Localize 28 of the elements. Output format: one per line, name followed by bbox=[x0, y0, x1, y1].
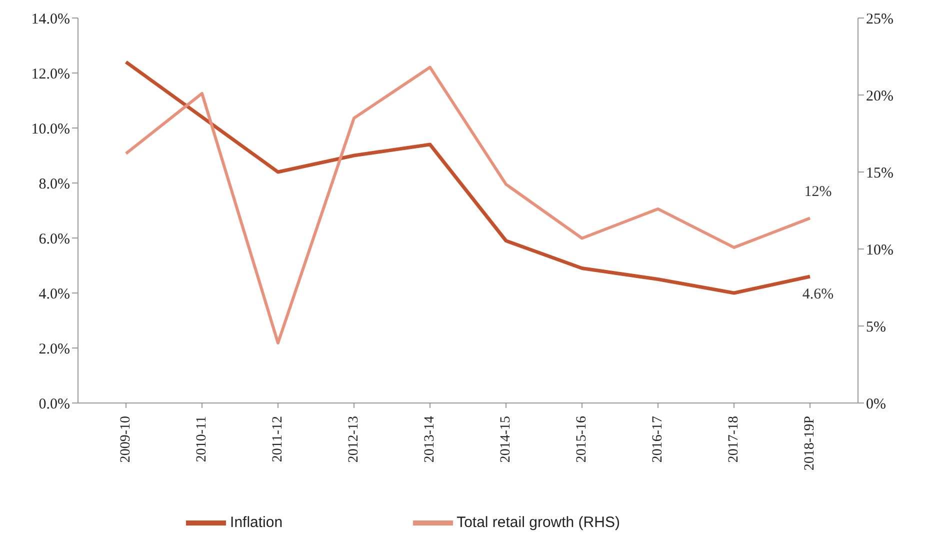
x-tick-label: 2014-15 bbox=[498, 416, 514, 463]
y-tick-label: 14.0% bbox=[31, 11, 70, 28]
data-label: 12% bbox=[804, 184, 832, 200]
y2-tick-label: 25% bbox=[866, 11, 894, 28]
y-tick-label: 12.0% bbox=[31, 66, 70, 82]
y2-tick-label: 0% bbox=[866, 396, 886, 412]
y2-tick-label: 10% bbox=[866, 242, 894, 258]
legend-label: Inflation bbox=[230, 514, 283, 531]
y-tick-label: 0.0% bbox=[38, 396, 70, 412]
x-tick-label: 2013-14 bbox=[422, 416, 438, 463]
y-tick-label: 10.0% bbox=[31, 121, 70, 138]
x-tick-label: 2010-11 bbox=[194, 416, 210, 462]
x-tick-label: 2012-13 bbox=[346, 416, 362, 463]
y-tick-label: 2.0% bbox=[38, 341, 70, 358]
x-tick-label: 2011-12 bbox=[270, 416, 286, 462]
x-tick-label: 2015-16 bbox=[574, 416, 590, 463]
y-tick-label: 8.0% bbox=[38, 176, 70, 192]
x-tick-label: 2016-17 bbox=[650, 416, 666, 463]
x-tick-label: 2017-18 bbox=[726, 416, 742, 463]
x-tick-label: 2018-19P bbox=[802, 416, 818, 470]
y-tick-label: 4.0% bbox=[38, 286, 70, 302]
x-tick-label: 2009-10 bbox=[118, 416, 134, 463]
data-label: 4.6% bbox=[802, 286, 834, 302]
y-tick-label: 6.0% bbox=[38, 231, 70, 248]
y2-tick-label: 5% bbox=[866, 319, 886, 336]
y2-tick-label: 20% bbox=[866, 88, 894, 104]
y2-tick-label: 15% bbox=[866, 165, 894, 182]
legend-label: Total retail growth (RHS) bbox=[456, 514, 620, 531]
